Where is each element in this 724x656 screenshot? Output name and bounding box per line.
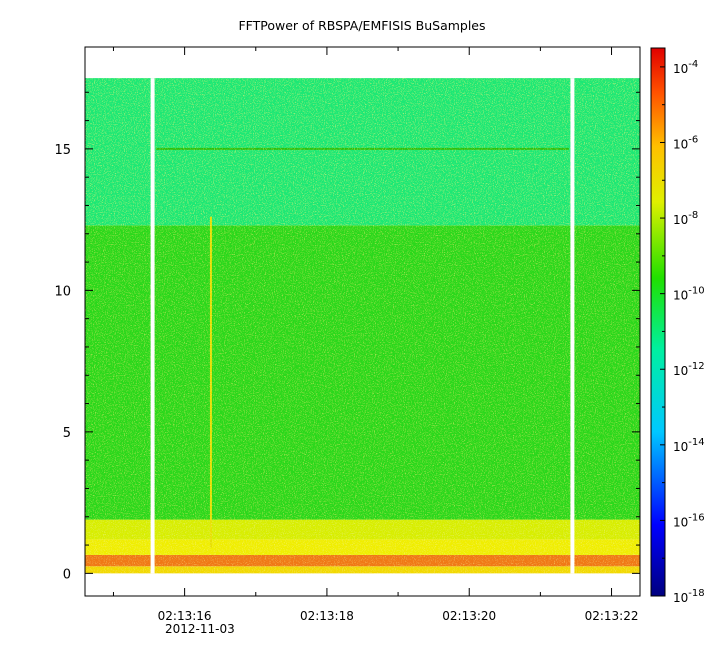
colorbar (650, 47, 666, 597)
plot-frame (84, 46, 641, 597)
y-tick-label: 0 (63, 567, 71, 582)
spectrogram-band-2 (85, 539, 640, 555)
spectrogram-band-1 (85, 554, 640, 567)
colorbar-tick-label: 10-6 (673, 134, 698, 151)
x-tick-label: 02:13:22 (585, 609, 639, 623)
data-gaps (150, 78, 575, 574)
spectrogram-band-4 (85, 225, 640, 520)
data-gap-1 (570, 78, 575, 574)
y-tick-label: 10 (54, 284, 71, 299)
y-axis: 0 5 10 15 (54, 91, 640, 582)
colorbar-tick-label: 10-18 (673, 588, 705, 605)
colorbar-tick-label: 10-10 (673, 286, 705, 303)
colorbar-tick-label: 10-16 (673, 512, 705, 529)
x-axis: 02:13:16 02:13:18 02:13:20 02:13:22 (112, 47, 639, 623)
colorbar-tick-label: 10-4 (673, 59, 698, 76)
spectrogram-image (85, 78, 640, 574)
colorbar-axis: 10-4 10-6 10-8 10-10 10-12 10-14 10-16 10-18 (660, 59, 705, 605)
x-tick-label: 02:13:16 (158, 609, 212, 623)
colorbar-tick-label: 10-14 (673, 437, 705, 454)
x-tick-label: 02:13:18 (300, 609, 354, 623)
x-tick-label: 02:13:20 (442, 609, 496, 623)
spectrogram-band-0 (85, 566, 640, 574)
spectrogram-band-3 (85, 519, 640, 540)
y-tick-label: 15 (54, 143, 71, 158)
colorbar-tick-label: 10-8 (673, 210, 698, 227)
x-axis-date-label: 2012-11-03 (165, 622, 235, 636)
chart-title: FFTPower of RBSPA/EMFISIS BuSamples (238, 18, 485, 33)
colorbar-tick-label: 10-12 (673, 361, 705, 378)
data-gap-0 (150, 78, 155, 574)
y-tick-label: 5 (63, 426, 71, 441)
spectrogram-band-5 (85, 78, 640, 226)
